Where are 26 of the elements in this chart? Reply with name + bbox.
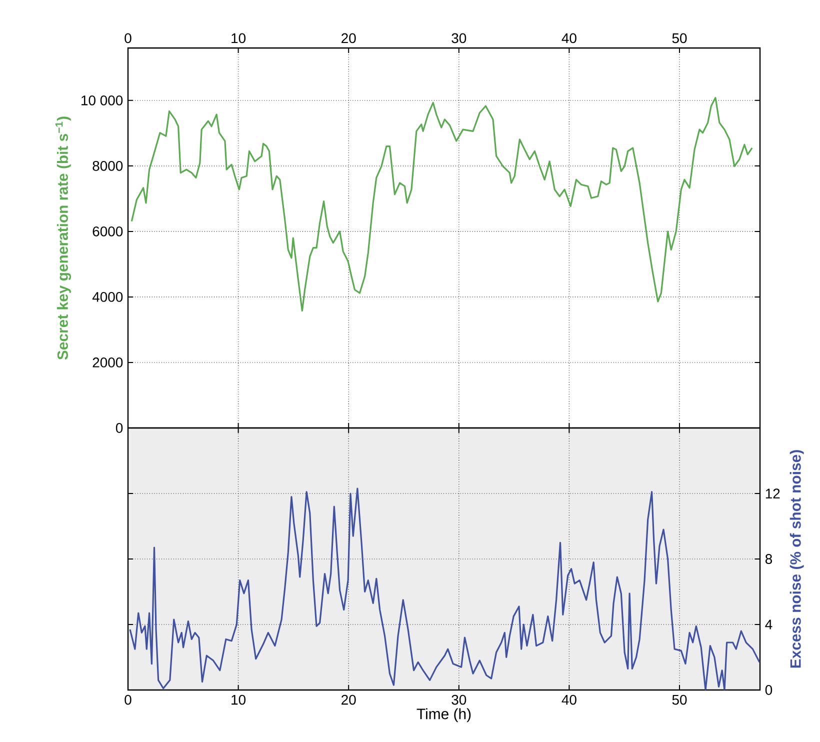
y-tick-label: 10 000 (82, 95, 123, 106)
x-tick-label: 50 (672, 33, 687, 44)
x-tick-label: 0 (124, 33, 132, 44)
y-tick-label: 0 (116, 423, 123, 433)
x-tick-label: 10 (232, 694, 246, 705)
line-series (130, 96, 753, 312)
x-axis-title: Time (h) (416, 708, 471, 722)
x-tick-label: 30 (452, 694, 466, 705)
x-tick-label: 0 (124, 694, 132, 705)
y2-axis-title: Excess noise (% of shot noise) (790, 450, 804, 668)
y2-tick-label: 4 (765, 620, 772, 630)
x-tick-label: 20 (342, 33, 356, 44)
x-tick-label: 20 (342, 694, 356, 705)
y-tick-label: 6000 (92, 226, 123, 236)
y-axis-title: Secret key generation rate (bit s$^{−1}$) (55, 116, 71, 360)
y2-tick-label: 12 (766, 488, 780, 498)
y-tick-label: 4000 (92, 292, 123, 302)
y2-tick-label: 8 (765, 554, 772, 564)
x-tick-label: 10 (232, 33, 246, 44)
y2-tick-label: 0 (765, 685, 772, 695)
x-tick-label: 50 (672, 694, 687, 705)
x-tick-label: 30 (452, 33, 466, 44)
x-tick-label: 40 (562, 694, 576, 705)
y-tick-label: 2000 (92, 358, 123, 368)
y-tick-label: 8000 (92, 160, 123, 171)
x-tick-label: 40 (562, 33, 576, 44)
